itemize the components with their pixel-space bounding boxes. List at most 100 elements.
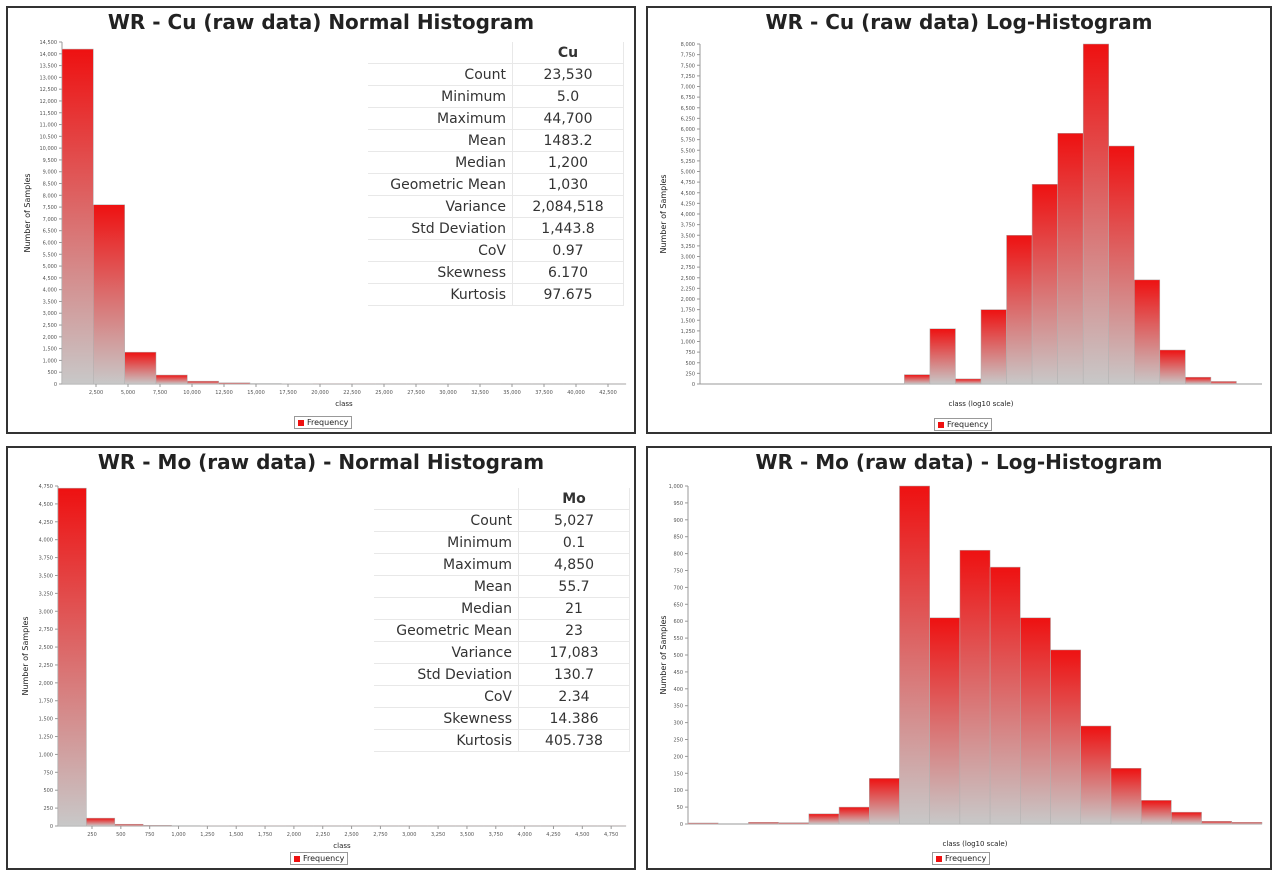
stats-value: 130.7 [518, 663, 630, 686]
histogram-bar [904, 374, 931, 385]
stats-row: CoV 0.97 [368, 239, 624, 262]
y-tick-label: 400 [673, 687, 683, 693]
legend-label: Frequency [945, 854, 987, 863]
histogram-bar [959, 549, 991, 825]
stats-row: Geometric Mean 23 [374, 619, 630, 642]
y-tick-label: 2,750 [39, 627, 53, 633]
histogram-bar [61, 48, 94, 385]
x-tick-label: 30,000 [439, 390, 457, 396]
stats-row: Maximum 44,700 [368, 107, 624, 130]
stats-row: Mean 55.7 [374, 575, 630, 598]
y-tick-label: 10,500 [40, 134, 58, 140]
stats-label: Std Deviation [368, 217, 513, 240]
histogram-bar [1031, 184, 1058, 385]
stats-row: Skewness 14.386 [374, 707, 630, 730]
legend-swatch [936, 855, 942, 862]
y-tick-label: 550 [673, 636, 683, 642]
stats-value: 21 [518, 597, 630, 620]
y-tick-label: 750 [673, 569, 683, 575]
y-tick-label: 14,500 [40, 40, 58, 46]
x-tick-label: 2,250 [316, 832, 330, 838]
y-tick-label: 6,500 [681, 106, 695, 112]
y-tick-label: 700 [673, 585, 683, 591]
histogram-bar [1171, 811, 1202, 825]
x-tick-label: 500 [116, 832, 126, 838]
histogram-bar [929, 617, 961, 825]
stats-header-element: Cu [512, 42, 624, 64]
stats-row: Count 23,530 [368, 63, 624, 86]
stats-label: Minimum [368, 85, 513, 108]
histogram-bar [1080, 725, 1112, 825]
y-tick-label: 2,000 [39, 681, 53, 687]
stats-label: Median [368, 151, 513, 174]
histogram-bar [989, 566, 1021, 825]
x-tick-label: 1,500 [229, 832, 243, 838]
chart-legend: Frequency [932, 852, 991, 865]
y-tick-label: 300 [673, 721, 683, 727]
y-tick-label: 3,500 [43, 299, 57, 305]
y-tick-label: 500 [47, 370, 57, 376]
y-tick-label: 5,500 [681, 148, 695, 154]
y-tick-label: 3,000 [43, 311, 57, 317]
stats-value: 5.0 [512, 85, 624, 108]
stats-row: Mean 1483.2 [368, 129, 624, 152]
y-tick-label: 1,250 [681, 329, 695, 335]
y-tick-label: 1,000 [43, 358, 57, 364]
stats-value: 14.386 [518, 707, 630, 730]
y-tick-label: 2,000 [43, 335, 57, 341]
histogram-bar [1020, 617, 1051, 825]
x-tick-label: 2,000 [287, 832, 301, 838]
x-axis-label: class [335, 400, 353, 408]
y-tick-label: 0 [50, 824, 53, 830]
y-tick-label: 4,500 [39, 502, 53, 508]
y-tick-label: 950 [673, 501, 683, 507]
histogram-bar [1057, 133, 1084, 385]
y-tick-label: 600 [673, 619, 683, 625]
y-tick-label: 6,000 [43, 240, 57, 246]
y-tick-label: 4,750 [39, 484, 53, 490]
y-tick-label: 2,500 [39, 645, 53, 651]
y-tick-label: 2,250 [681, 286, 695, 292]
stats-label: Kurtosis [374, 729, 519, 752]
histogram-bar [1050, 649, 1081, 825]
stats-row: Kurtosis 405.738 [374, 729, 630, 752]
y-tick-label: 11,500 [40, 111, 58, 117]
y-tick-label: 2,500 [43, 323, 57, 329]
mo-normal-histogram-plot: 0 250 500 750 1,000 1,250 1,500 1,750 2,000 2,250… [21, 484, 627, 850]
y-tick-label: 100 [673, 788, 683, 794]
y-tick-label: 4,000 [681, 212, 695, 218]
x-tick-label: 250 [87, 832, 97, 838]
stats-label: CoV [368, 239, 513, 262]
x-tick-label: 20,000 [311, 390, 329, 396]
y-tick-label: 3,750 [681, 223, 695, 229]
y-tick-label: 3,750 [39, 556, 53, 562]
stats-value: 5,027 [518, 509, 630, 532]
stats-value: 97.675 [512, 283, 624, 306]
y-tick-label: 5,000 [43, 264, 57, 270]
stats-value: 1,200 [512, 151, 624, 174]
histogram-bar [142, 825, 172, 827]
y-axis-label: Number of Samples [21, 616, 30, 695]
stats-value: 2.34 [518, 685, 630, 708]
y-tick-label: 5,750 [681, 138, 695, 144]
cu-normal-histogram-panel: WR - Cu (raw data) Normal Histogram 0 500… [6, 6, 636, 434]
y-tick-label: 1,750 [39, 699, 53, 705]
histogram-bar [218, 382, 251, 385]
x-tick-label: 7,500 [153, 390, 167, 396]
histogram-bar [124, 351, 157, 385]
histogram-bar [748, 822, 779, 825]
mo-log-histogram-plot: 0 50 100 150 200 250 300 350 400 450 500 550 600 650 7… [659, 484, 1263, 848]
y-tick-label: 1,000 [39, 752, 53, 758]
y-tick-label: 50 [677, 805, 683, 811]
y-tick-label: 2,500 [681, 276, 695, 282]
y-tick-label: 8,000 [43, 193, 57, 199]
y-axis-label: Number of Samples [659, 174, 668, 253]
histogram-bar [114, 823, 144, 827]
stats-label: Count [374, 509, 519, 532]
chart-legend: Frequency [290, 852, 349, 865]
stats-row: Std Deviation 1,443.8 [368, 217, 624, 240]
y-tick-label: 1,000 [669, 484, 683, 490]
stats-value: 6.170 [512, 261, 624, 284]
y-tick-label: 4,000 [43, 288, 57, 294]
x-tick-label: 12,500 [215, 390, 233, 396]
